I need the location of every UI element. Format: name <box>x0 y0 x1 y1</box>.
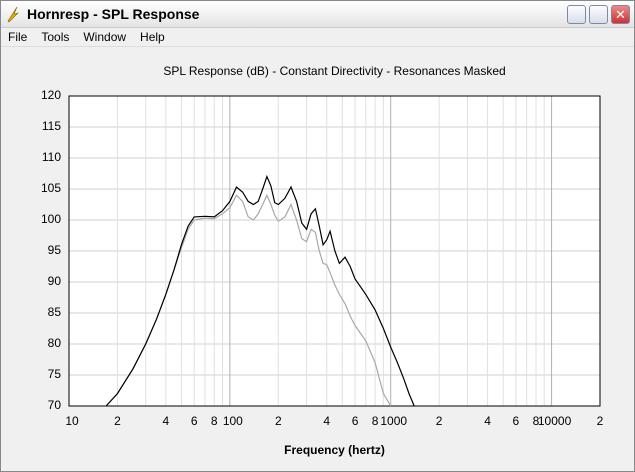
y-tick-label: 85 <box>48 305 62 319</box>
minimize-button[interactable] <box>567 4 586 24</box>
x-tick-label: 10 <box>65 414 79 428</box>
chart: SPL Response (dB) - Constant Directivity… <box>41 64 604 457</box>
y-tick-label: 95 <box>48 243 62 257</box>
x-tick-label: 2 <box>597 414 604 428</box>
menu-item[interactable]: File <box>8 30 28 44</box>
plot-frame <box>68 95 601 407</box>
menu-bar: File Tools Window Help <box>1 28 634 47</box>
x-axis-label: Frequency (hertz) <box>284 443 385 457</box>
y-tick-label: 105 <box>41 181 61 195</box>
x-tick-label: 6 <box>352 414 359 428</box>
x-tick-label: 6 <box>191 414 198 428</box>
x-tick-label: 8 <box>372 414 379 428</box>
y-tick-label: 75 <box>48 367 62 381</box>
x-tick-label: 8 <box>211 414 218 428</box>
y-tick-label: 110 <box>42 150 61 164</box>
maximize-button[interactable] <box>589 4 608 24</box>
spl-curve <box>105 174 415 407</box>
y-tick-label: 90 <box>48 274 62 288</box>
title-bar: Hornresp - SPL Response ✕ <box>1 1 634 28</box>
x-tick-label: 2 <box>275 414 282 428</box>
x-tick-label: 1000 <box>380 414 407 428</box>
x-tick-label: 4 <box>163 414 170 428</box>
app-icon <box>7 6 19 23</box>
x-tick-label: 6 <box>513 414 520 428</box>
x-tick-label: 2 <box>436 414 443 428</box>
x-tick-label: 4 <box>484 414 491 428</box>
menu-item[interactable]: Help <box>140 30 165 44</box>
menu-item[interactable]: Tools <box>41 30 70 44</box>
x-tick-label: 10000 <box>538 414 572 428</box>
close-button[interactable]: ✕ <box>611 4 630 24</box>
menu-item[interactable]: Window <box>83 30 127 44</box>
y-tick-label: 80 <box>48 336 62 350</box>
y-tick-label: 120 <box>41 88 61 102</box>
y-tick-label: 70 <box>48 398 62 412</box>
spl-curve <box>105 193 392 407</box>
x-tick-label: 8 <box>533 414 540 428</box>
chart-title: SPL Response (dB) - Constant Directivity… <box>163 64 505 78</box>
x-tick-label: 4 <box>323 414 330 428</box>
y-tick-label: 115 <box>42 119 61 133</box>
y-tick-label: 100 <box>41 212 61 226</box>
window-title: Hornresp - SPL Response <box>27 6 200 22</box>
x-tick-label: 2 <box>114 414 121 428</box>
x-tick-label: 100 <box>223 414 243 428</box>
